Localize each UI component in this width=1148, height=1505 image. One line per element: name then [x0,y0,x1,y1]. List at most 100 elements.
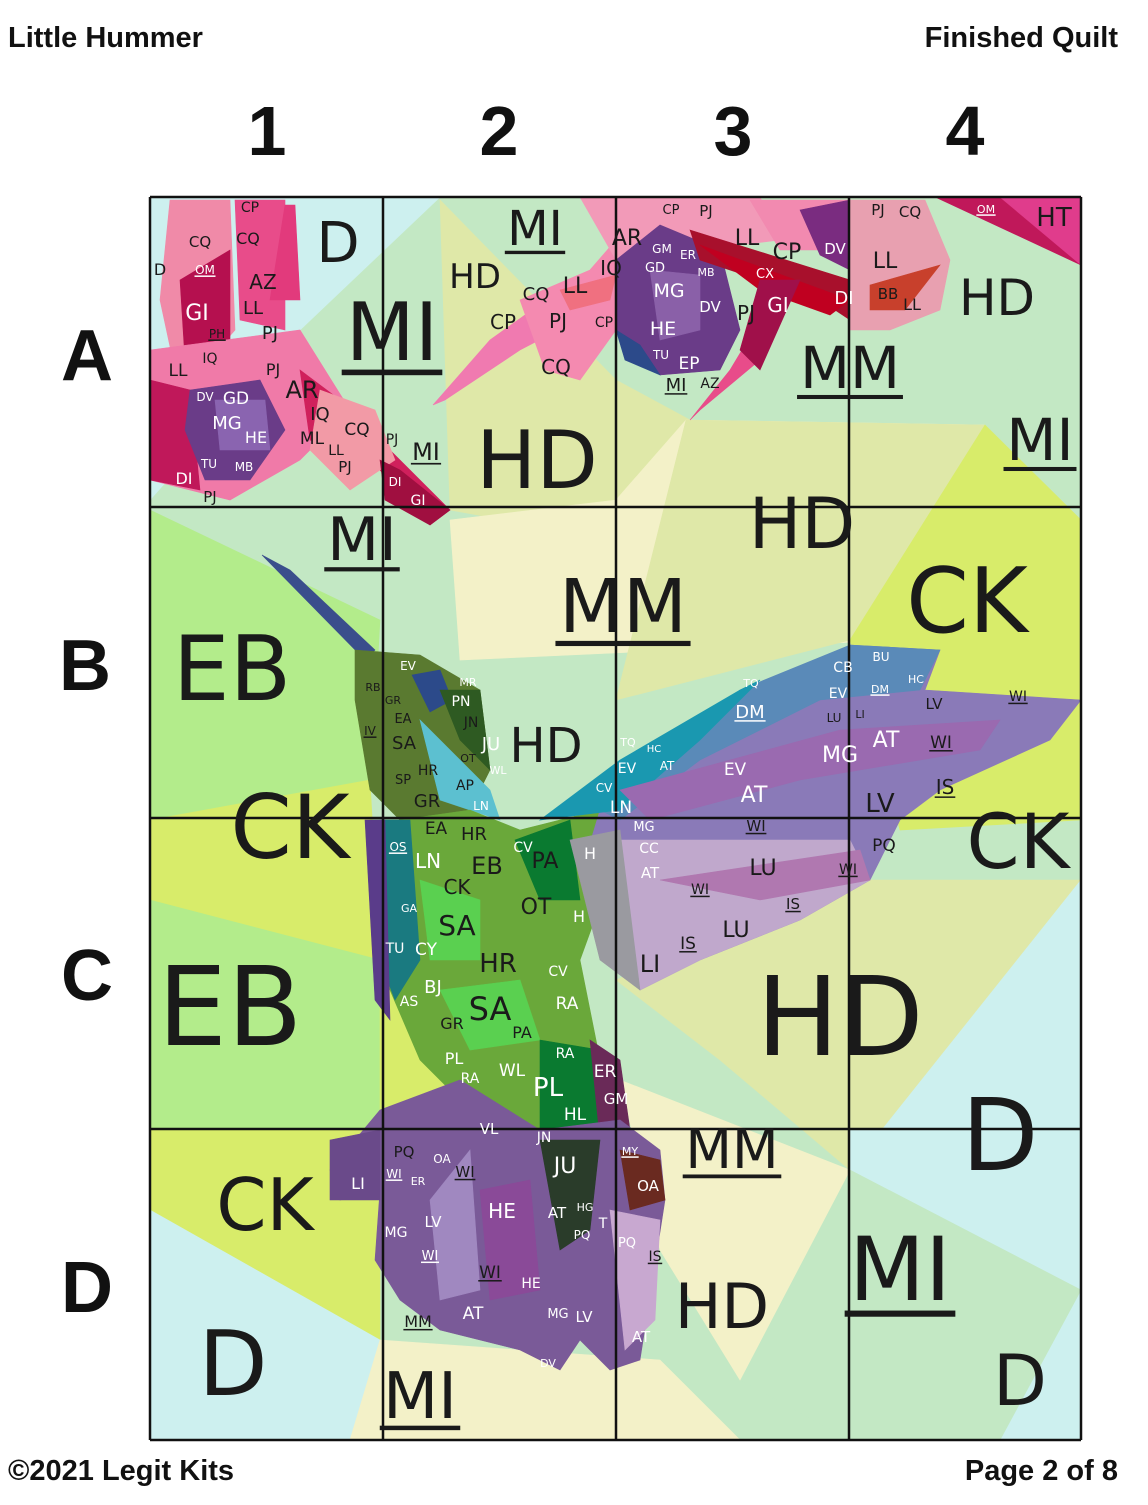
piece-fabric-label: WL [489,764,507,777]
piece-fabric-label: GR [414,791,440,812]
pattern-title: Little Hummer [8,22,203,54]
piece-fabric-label: PL [533,1073,564,1103]
piece-fabric-label: OT [521,895,552,920]
piece-fabric-label: OA [637,1177,660,1195]
piece-fabric-label: IS [680,934,696,954]
piece-fabric-label: PH [209,327,225,341]
piece-fabric-label: HG [577,1201,594,1214]
piece-fabric-label: HL [564,1105,587,1125]
row-label: B [59,626,111,706]
piece-fabric-label: MM [404,1312,432,1331]
piece-fabric-label: HC [647,744,662,755]
piece-fabric-label: HE [245,428,267,447]
piece-fabric-label: WI [746,817,765,835]
label-underline [838,875,858,878]
piece-fabric-label: HR [418,763,439,779]
piece-fabric-label: LL [873,249,898,274]
piece-fabric-label: OT [460,752,476,765]
piece-fabric-label: LL [735,226,760,251]
background-fabric-label: MI [412,438,440,466]
label-underline [734,720,766,722]
piece-fabric-label: PJ [203,488,216,506]
piece-fabric-label: CV [596,781,613,795]
fabric-piece [429,1149,481,1301]
row-label: D [61,1248,113,1328]
piece-fabric-label: HE [521,1276,540,1292]
fabric-piece [419,719,501,821]
fabric-piece [419,879,481,961]
piece-fabric-label: OS [389,840,406,854]
piece-fabric-label: MB [235,460,254,474]
piece-fabric-label: AT [641,864,660,882]
piece-fabric-label: D [154,260,166,279]
piece-fabric-label: SA [392,733,417,754]
piece-fabric-label: LU [749,856,776,881]
background-fabric-label: CK [216,1163,315,1247]
label-underline [194,275,216,277]
piece-fabric-label: GI [185,301,209,326]
piece-fabric-label: GM [604,1090,629,1108]
piece-fabric-label: WI [422,1249,439,1264]
piece-fabric-label: PJ [266,360,280,379]
label-underline [341,369,443,376]
piece-fabric-label: GM [652,242,672,256]
piece-fabric-label: EA [425,819,448,839]
piece-fabric-label: DI [389,475,402,489]
label-underline [363,736,377,738]
piece-fabric-label: MI [666,375,687,396]
piece-fabric-label: PQ [872,836,896,856]
fabric-piece [869,264,941,311]
piece-fabric-label: OM [195,263,215,277]
piece-fabric-label: LN [415,849,441,873]
piece-fabric-label: PJ [699,202,712,220]
column-label: 3 [714,92,753,170]
piece-fabric-label: MG [633,820,654,835]
piece-fabric-label: TU [200,457,217,471]
fabric-piece [329,1129,381,1201]
fabric-piece [479,1179,541,1301]
label-underline [420,1261,440,1264]
label-underline [647,1262,663,1265]
fabric-piece [539,1139,601,1251]
background-fabric-label: D [316,211,359,276]
piece-fabric-label: LU [827,711,842,725]
piece-fabric-label: MG [385,1225,408,1241]
piece-fabric-label: EB [471,852,503,880]
piece-fabric-label: IS [786,895,800,913]
column-label: 1 [248,92,287,170]
piece-fabric-label: OM [977,203,995,216]
background-fabric-label: CK [967,797,1072,886]
label-underline [690,895,710,898]
piece-fabric-label: CB [833,660,852,676]
piece-fabric-label: PJ [386,432,399,448]
fabric-piece [439,689,491,771]
piece-fabric-label: TQ [742,677,759,690]
page-subtitle: Finished Quilt [924,22,1118,54]
piece-fabric-label: GD [223,389,249,409]
piece-fabric-label: CQ [541,355,571,379]
piece-fabric-label: ER [411,1175,426,1188]
piece-fabric-label: CQ [236,229,260,248]
background-fabric-label: HD [509,718,582,774]
piece-fabric-label: ER [594,1062,617,1082]
piece-fabric-label: CK [443,875,471,899]
label-underline [621,1156,639,1158]
piece-fabric-label: LL [903,295,921,314]
piece-fabric-label: TU [385,941,405,957]
piece-fabric-label: CY [415,940,438,960]
background-fabric-label: MI [346,286,439,379]
piece-fabric-label: T [598,1216,608,1232]
background-fabric-label: MM [559,564,687,650]
fabric-piece [514,819,581,901]
label-underline [403,1328,433,1331]
piece-fabric-label: EV [618,761,637,777]
piece-fabric-label: AT [741,783,768,808]
piece-fabric-label: MG [547,1307,568,1322]
piece-fabric-label: PL [445,1049,464,1068]
piece-fabric-label: AP [456,778,474,794]
background-fabric-label: HD [476,414,598,507]
background-fabric-label: HD [449,257,501,297]
piece-fabric-label: WI [839,862,857,878]
